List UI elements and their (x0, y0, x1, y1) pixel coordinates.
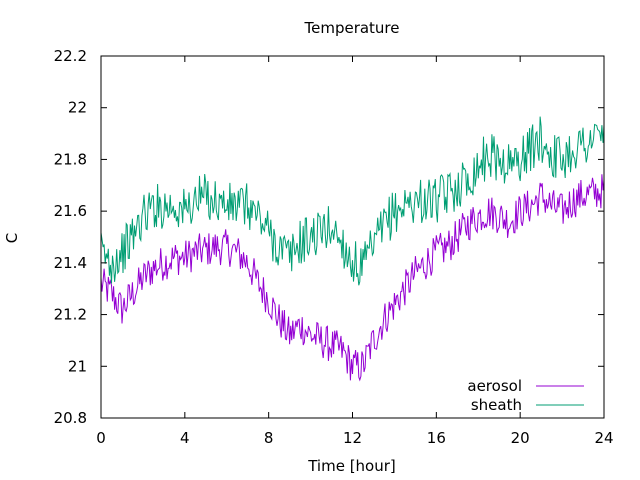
y-tick-label: 22.2 (54, 47, 87, 65)
series-layer (100, 116, 605, 382)
series-line-aerosol (100, 174, 605, 382)
y-tick-label: 21.4 (54, 254, 87, 272)
y-tick-label: 21.8 (54, 150, 87, 168)
x-tick-label: 24 (594, 429, 613, 447)
x-tick-label: 8 (264, 429, 274, 447)
y-tick-label: 21 (68, 357, 87, 375)
plot-frame (100, 55, 605, 419)
y-axis-label: C (3, 233, 21, 243)
legend-label-sheath: sheath (471, 396, 522, 414)
x-axis-label: Time [hour] (307, 457, 396, 475)
x-tick-label: 0 (96, 429, 106, 447)
x-tick-label: 4 (180, 429, 190, 447)
chart-title: Temperature (303, 19, 399, 37)
y-tick-label: 21.6 (54, 202, 87, 220)
y-tick-label: 22 (68, 99, 87, 117)
x-tick-label: 20 (511, 429, 530, 447)
legend-label-aerosol: aerosol (467, 377, 522, 395)
y-tick-label: 21.2 (54, 306, 87, 324)
x-tick-label: 16 (427, 429, 446, 447)
ticks-layer: 0 4 8 12 16 20 24 20.8 21 21.2 21.4 21.6 21.8 22 22.2 (54, 47, 614, 447)
y-tick-label: 20.8 (54, 409, 87, 427)
x-tick-label: 12 (343, 429, 362, 447)
series-line-sheath (100, 116, 605, 286)
